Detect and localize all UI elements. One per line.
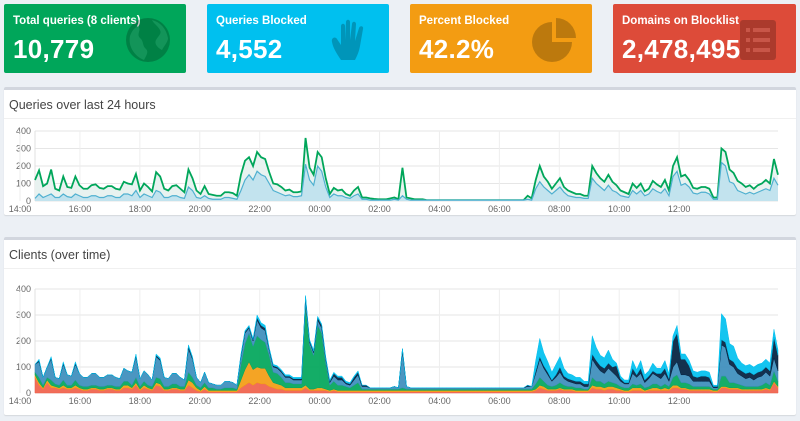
x-tick-label: 18:00 xyxy=(129,204,152,214)
pie-chart-icon xyxy=(530,16,578,64)
x-tick-label: 14:00 xyxy=(9,396,32,406)
series-area-5 xyxy=(34,295,779,389)
x-tick-label: 08:00 xyxy=(548,204,571,214)
x-tick-label: 22:00 xyxy=(248,204,271,214)
y-tick-label: 0 xyxy=(26,196,31,206)
x-tick-label: 14:00 xyxy=(9,204,32,214)
x-tick-label: 10:00 xyxy=(608,204,631,214)
x-tick-label: 06:00 xyxy=(488,204,511,214)
y-tick-label: 300 xyxy=(16,144,31,154)
y-tick-label: 200 xyxy=(16,161,31,171)
x-tick-label: 04:00 xyxy=(428,396,451,406)
queries-chart[interactable]: 0 100 200 300 400 16:00 18:00 20:00 22:00 00:00 02… xyxy=(4,121,796,215)
x-tick-label: 00:00 xyxy=(308,396,331,406)
x-tick-label: 20:00 xyxy=(189,204,212,214)
x-tick-label: 06:00 xyxy=(488,396,511,406)
globe-icon xyxy=(124,16,172,64)
domains-blocklist-title: Domains on Blocklist xyxy=(622,15,739,27)
queries-blocked-title: Queries Blocked xyxy=(216,15,307,27)
panel-divider xyxy=(4,118,796,119)
clients-chart[interactable]: 0 100 200 300 400 16:00 18:00 20:00 22:00 00:00 02… xyxy=(4,271,796,415)
queries-blocked-value: 4,552 xyxy=(216,34,283,64)
percent-blocked-card: Percent Blocked 42.2% xyxy=(410,4,592,73)
y-tick-label: 400 xyxy=(16,284,31,294)
queries-blocked-card: Queries Blocked 4,552 xyxy=(207,4,389,73)
percent-blocked-title: Percent Blocked xyxy=(419,15,510,27)
percent-blocked-value: 42.2% xyxy=(419,34,495,64)
clients-panel-title: Clients (over time) xyxy=(9,248,111,262)
x-tick-label: 04:00 xyxy=(428,204,451,214)
x-tick-label: 12:00 xyxy=(668,204,691,214)
x-tick-label: 02:00 xyxy=(368,396,391,406)
x-tick-label: 20:00 xyxy=(189,396,212,406)
total-queries-card: Total queries (8 clients) 10,779 xyxy=(4,4,186,73)
y-tick-label: 100 xyxy=(16,362,31,372)
y-tick-label: 0 xyxy=(26,388,31,398)
total-queries-title: Total queries (8 clients) xyxy=(13,15,141,27)
panel-divider xyxy=(4,268,796,269)
y-tick-label: 100 xyxy=(16,179,31,189)
x-tick-label: 10:00 xyxy=(608,396,631,406)
series-line-0 xyxy=(34,137,779,202)
x-tick-label: 16:00 xyxy=(69,204,92,214)
list-icon xyxy=(734,16,782,64)
queries-panel-title: Queries over last 24 hours xyxy=(9,98,156,112)
x-tick-label: 12:00 xyxy=(668,396,691,406)
hand-icon xyxy=(327,16,375,64)
y-tick-label: 300 xyxy=(16,310,31,320)
y-tick-label: 400 xyxy=(16,126,31,136)
domains-blocklist-value: 2,478,495 xyxy=(622,34,741,64)
domains-blocklist-card: Domains on Blocklist 2,478,495 xyxy=(613,4,796,73)
x-tick-label: 08:00 xyxy=(548,396,571,406)
series-area-1 xyxy=(35,162,778,201)
x-tick-label: 16:00 xyxy=(69,396,92,406)
total-queries-value: 10,779 xyxy=(13,34,95,64)
queries-over-time-panel: Queries over last 24 hours 0 100 200 300 400… xyxy=(4,87,796,215)
clients-over-time-panel: Clients (over time) 0 100 200 300 400 16:00 18… xyxy=(4,237,796,415)
series-line-1 xyxy=(34,161,779,201)
x-tick-label: 02:00 xyxy=(368,204,391,214)
x-tick-label: 00:00 xyxy=(308,204,331,214)
x-tick-label: 22:00 xyxy=(248,396,271,406)
y-tick-label: 200 xyxy=(16,336,31,346)
x-tick-label: 18:00 xyxy=(129,396,152,406)
